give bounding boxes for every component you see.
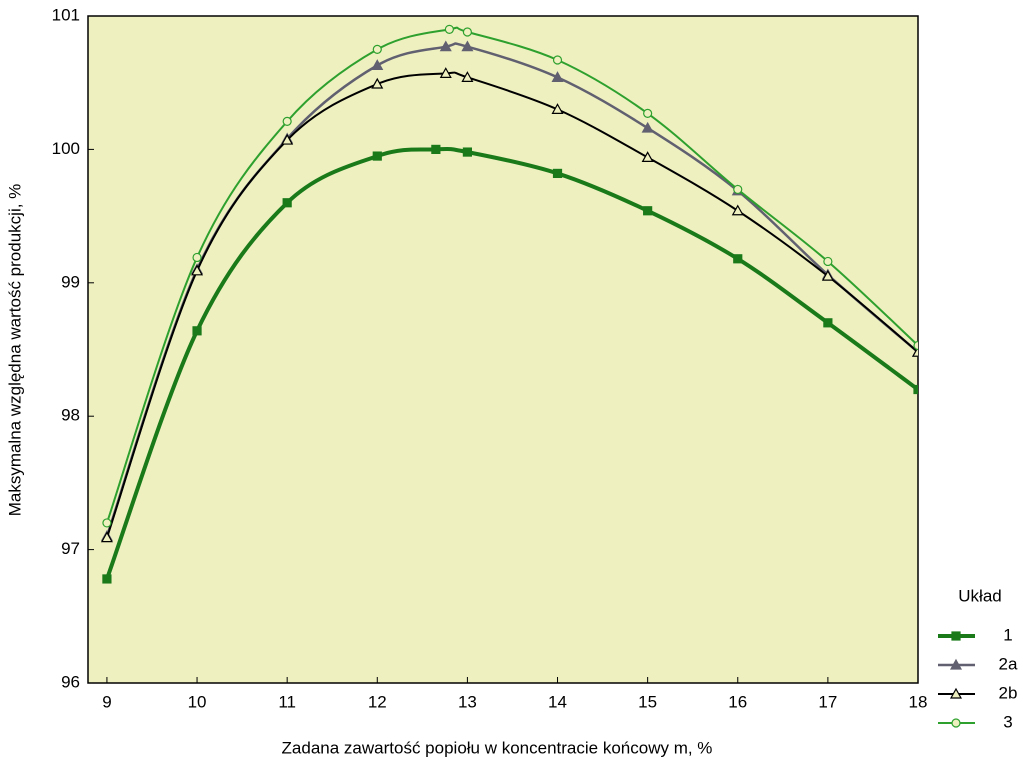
series-line bbox=[105, 71, 918, 538]
legend-label: 2a bbox=[999, 654, 1018, 673]
marker bbox=[100, 531, 113, 543]
marker bbox=[643, 108, 653, 118]
marker bbox=[641, 151, 654, 163]
marker bbox=[102, 574, 112, 584]
marker bbox=[462, 147, 473, 157]
marker bbox=[913, 340, 918, 351]
marker bbox=[951, 631, 961, 641]
marker bbox=[733, 184, 743, 195]
marker bbox=[641, 121, 654, 133]
marker bbox=[192, 252, 202, 263]
marker bbox=[282, 198, 292, 208]
marker bbox=[282, 116, 292, 126]
y-tick-label: 101 bbox=[52, 5, 80, 24]
plot-clip bbox=[100, 24, 918, 584]
legend-label: 1 bbox=[1003, 625, 1012, 644]
x-tick-label: 14 bbox=[548, 692, 567, 711]
marker bbox=[372, 151, 382, 161]
marker bbox=[281, 133, 294, 145]
y-tick-label: 98 bbox=[61, 406, 80, 425]
x-tick-label: 16 bbox=[728, 692, 747, 711]
x-tick-label: 18 bbox=[909, 692, 928, 711]
marker bbox=[951, 718, 961, 728]
marker bbox=[949, 658, 963, 670]
series-line bbox=[105, 146, 918, 580]
marker bbox=[102, 518, 112, 528]
marker bbox=[461, 40, 474, 52]
marker bbox=[731, 204, 744, 216]
y-tick-label: 97 bbox=[61, 539, 80, 558]
marker bbox=[551, 103, 564, 114]
x-tick-label: 17 bbox=[818, 692, 837, 711]
legend-label: 3 bbox=[1003, 712, 1012, 731]
marker bbox=[551, 71, 564, 82]
marker bbox=[552, 168, 563, 179]
marker bbox=[949, 687, 963, 699]
marker bbox=[371, 59, 384, 70]
marker bbox=[821, 269, 834, 281]
legend-title: Układ bbox=[958, 586, 1001, 605]
marker bbox=[823, 256, 833, 267]
x-tick-label: 11 bbox=[278, 692, 296, 711]
plot-area bbox=[87, 15, 919, 684]
legend-label: 2b bbox=[999, 683, 1018, 702]
marker bbox=[431, 144, 441, 154]
marker bbox=[461, 71, 474, 82]
marker bbox=[643, 206, 653, 216]
y-tick-label: 96 bbox=[61, 672, 80, 691]
marker bbox=[823, 318, 833, 328]
marker bbox=[552, 55, 563, 65]
x-tick-label: 9 bbox=[102, 692, 111, 711]
x-tick-label: 15 bbox=[638, 692, 657, 711]
y-tick-label: 99 bbox=[61, 272, 80, 291]
x-tick-label: 13 bbox=[458, 692, 477, 711]
marker bbox=[191, 264, 204, 276]
marker bbox=[372, 44, 382, 54]
marker bbox=[733, 254, 743, 264]
marker bbox=[371, 77, 384, 89]
y-axis-label: Maksymalna względna wartość produkcji, % bbox=[5, 184, 24, 517]
x-tick-label: 10 bbox=[188, 692, 207, 711]
marker bbox=[439, 40, 452, 52]
y-tick-label: 100 bbox=[52, 139, 80, 158]
marker bbox=[462, 27, 473, 37]
marker bbox=[192, 326, 202, 336]
marker bbox=[439, 67, 452, 78]
marker bbox=[444, 24, 454, 34]
x-tick-label: 12 bbox=[368, 692, 387, 711]
x-axis-label: Zadana zawartość popiołu w koncentracie … bbox=[282, 738, 713, 757]
marker bbox=[913, 384, 918, 395]
